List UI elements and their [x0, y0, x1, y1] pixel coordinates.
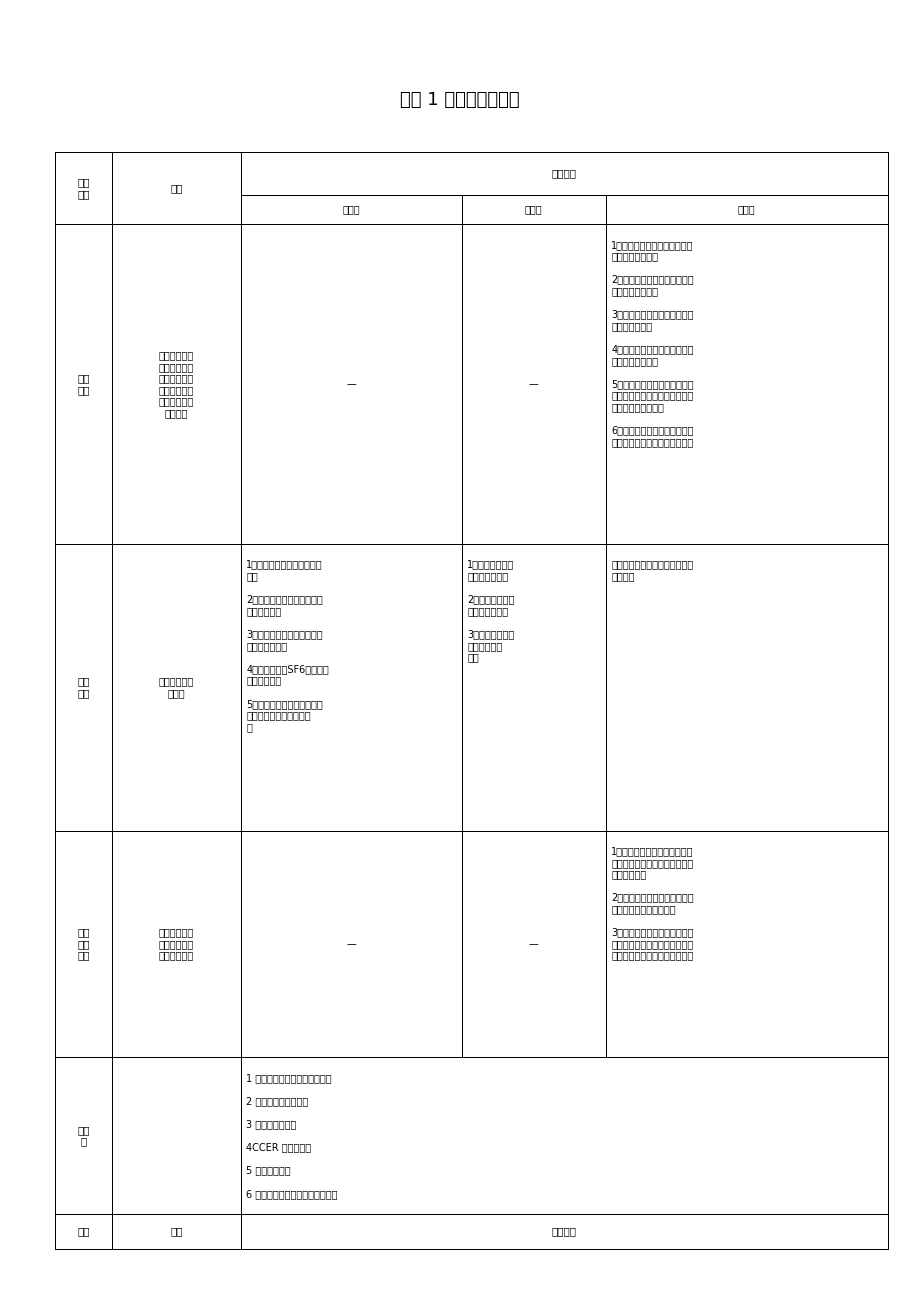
Text: 拆除
废弃
回收: 拆除 废弃 回收 — [77, 928, 90, 960]
Text: 范围一: 范围一 — [342, 204, 359, 215]
Text: 数据中心的运
营过程: 数据中心的运 营过程 — [159, 677, 194, 699]
Text: 运维人员、和运维车辆等产生的
碳排放。: 运维人员、和运维车辆等产生的 碳排放。 — [610, 559, 693, 582]
Bar — [112, 1214, 241, 1249]
Bar — [55, 1214, 112, 1249]
Text: 范围三: 范围三 — [737, 204, 754, 215]
Bar — [605, 544, 887, 830]
Bar — [55, 544, 112, 830]
Text: —: — — [346, 379, 356, 389]
Text: 建造
改造: 建造 改造 — [77, 373, 90, 396]
Bar — [55, 152, 887, 1249]
Bar — [112, 1058, 241, 1214]
Bar — [55, 224, 112, 544]
Bar — [241, 195, 461, 224]
Text: —: — — [346, 939, 356, 948]
Text: 目标: 目标 — [170, 183, 182, 193]
Bar — [461, 544, 605, 830]
Bar — [241, 152, 887, 195]
Bar — [241, 830, 461, 1058]
Text: 阶段
名称: 阶段 名称 — [77, 177, 90, 199]
Text: 计算范围: 计算范围 — [551, 169, 576, 178]
Bar — [605, 224, 887, 544]
Bar — [605, 830, 887, 1058]
Bar — [241, 1058, 887, 1214]
Text: 碳抵
消: 碳抵 消 — [77, 1125, 90, 1146]
Text: 目标: 目标 — [170, 1227, 182, 1237]
Text: 数据中心和其
硬件设备的废
弃和回收过程: 数据中心和其 硬件设备的废 弃和回收过程 — [159, 928, 194, 960]
Text: 阶段: 阶段 — [77, 1227, 90, 1237]
Bar — [112, 224, 241, 544]
Bar — [241, 1214, 887, 1249]
Bar — [461, 830, 605, 1058]
Bar — [55, 830, 112, 1058]
Bar — [112, 830, 241, 1058]
Text: —: — — [528, 379, 538, 389]
Text: 1、为数据中心运
行购买的电力；

2、为数据中心运
行购买的热力；

3、为数据中心运
行购买的水资
源。: 1、为数据中心运 行购买的电力； 2、为数据中心运 行购买的热力； 3、为数据中… — [467, 559, 514, 662]
Bar — [55, 1058, 112, 1214]
Text: 1、制造数据中心外购建筑材料
产生的碳排放量；

2、运输数据中心外购建筑材料
产生的碳排放量；

3、制造数据中心所购设备设施
产生的碳排放；

4、运输数据: 1、制造数据中心外购建筑材料 产生的碳排放量； 2、运输数据中心外购建筑材料 产… — [610, 239, 693, 448]
Bar — [241, 544, 461, 830]
Bar — [605, 195, 887, 224]
Bar — [112, 152, 241, 224]
Bar — [112, 544, 241, 830]
Text: 附录 1 碳排放生命周期: 附录 1 碳排放生命周期 — [400, 91, 519, 109]
Text: 数据中心的规
划、设计以及
建设过程，所
有建筑材料、
设备设施生产
运输过程: 数据中心的规 划、设计以及 建设过程，所 有建筑材料、 设备设施生产 运输过程 — [159, 350, 194, 418]
Text: 范围二: 范围二 — [524, 204, 542, 215]
Bar — [55, 152, 112, 224]
Text: 1、拆除过程中使用的施工机械
直接产生的碳排放以及施工人员
产生碳排放；

2、拆除过程中施工机械运行购
买电力、蒸汽等碳排放；

3、数据中心建筑材料和设备设: 1、拆除过程中使用的施工机械 直接产生的碳排放以及施工人员 产生碳排放； 2、拆… — [610, 846, 693, 960]
Text: —: — — [528, 939, 538, 948]
Text: 1、柴油发电机运行时的碳排
放；

2、冷却装置的制冷剂遗漏产
生的碳排放；

3、消防系统触发气体灭火等
产生的碳排放；

4、中压绝缘（SF6）遗漏产
生的: 1、柴油发电机运行时的碳排 放； 2、冷却装置的制冷剂遗漏产 生的碳排放； 3、… — [246, 559, 329, 732]
Bar — [241, 224, 461, 544]
Text: 计算范围: 计算范围 — [551, 1227, 576, 1237]
Bar — [461, 224, 605, 544]
Text: 1 分布式可再生能源系统抵消；

2 余热回收系统抵消；

3 建筑碳汇抵消；

4CCER 项目抵消；

5 碳交易抵消；

6 二氧化碳捕集利用与封存抵消；: 1 分布式可再生能源系统抵消； 2 余热回收系统抵消； 3 建筑碳汇抵消； 4C… — [246, 1073, 337, 1198]
Text: 运行
维护: 运行 维护 — [77, 677, 90, 699]
Bar — [461, 195, 605, 224]
